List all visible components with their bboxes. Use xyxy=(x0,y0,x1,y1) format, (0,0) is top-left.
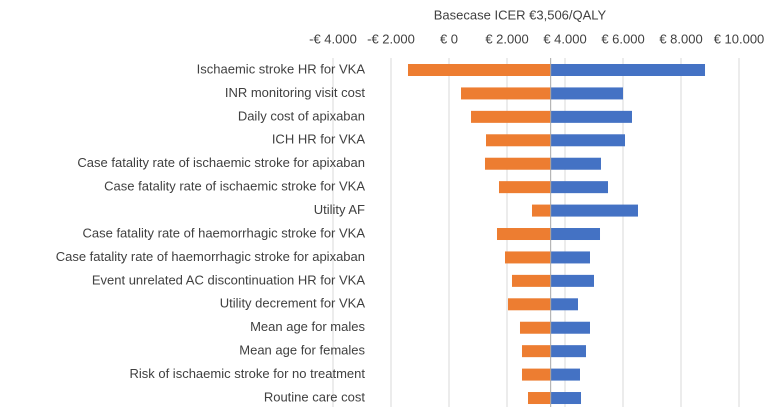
bar xyxy=(496,228,551,241)
bar xyxy=(486,134,551,147)
x-tick-label: € 6.000 xyxy=(601,31,644,46)
chart-title: Basecase ICER €3,506/QALY xyxy=(434,7,607,22)
category-label: Case fatality rate of haemorrhagic strok… xyxy=(56,249,365,264)
bar xyxy=(484,157,551,170)
bar xyxy=(461,87,551,100)
bar xyxy=(550,228,601,241)
bar xyxy=(498,181,551,194)
bar xyxy=(531,204,551,217)
category-label: Utility AF xyxy=(314,202,365,217)
bar xyxy=(550,134,626,147)
category-label: INR monitoring visit cost xyxy=(225,85,366,100)
bar xyxy=(407,64,551,76)
category-label: ICH HR for VKA xyxy=(272,132,366,147)
category-label: Routine care cost xyxy=(264,389,366,404)
bar xyxy=(550,204,638,217)
bar xyxy=(550,110,632,123)
x-tick-label: € 8.000 xyxy=(659,31,702,46)
category-label: Event unrelated AC discontinuation HR fo… xyxy=(92,272,365,287)
bar xyxy=(504,251,551,264)
x-tick-label: € 10.000 xyxy=(714,31,765,46)
bar xyxy=(507,298,551,311)
category-label: Utility decrement for VKA xyxy=(220,296,366,311)
bar xyxy=(550,87,623,100)
bar xyxy=(527,392,551,405)
category-label: Case fatality rate of ischaemic stroke f… xyxy=(104,179,365,194)
x-tick-label: -€ 2.000 xyxy=(367,31,415,46)
bar xyxy=(550,321,590,334)
bar xyxy=(550,345,586,358)
x-tick-label: € 2.000 xyxy=(485,31,528,46)
bar xyxy=(550,298,578,311)
category-label: Ischaemic stroke HR for VKA xyxy=(197,61,366,76)
bar xyxy=(521,345,551,358)
x-tick-label: € 4.000 xyxy=(543,31,586,46)
x-tick-label: -€ 4.000 xyxy=(309,31,357,46)
category-label: Mean age for females xyxy=(239,343,365,358)
category-label: Case fatality rate of ischaemic stroke f… xyxy=(77,155,365,170)
category-label: Case fatality rate of haemorrhagic strok… xyxy=(82,225,365,240)
bar xyxy=(511,274,551,287)
category-label: Mean age for males xyxy=(250,319,365,334)
bar xyxy=(471,110,551,123)
bar xyxy=(519,321,551,334)
bar xyxy=(550,157,601,170)
x-tick-label: € 0 xyxy=(440,31,458,46)
bar xyxy=(521,368,551,381)
bar xyxy=(550,274,594,287)
category-label: Risk of ischaemic stroke for no treatmen… xyxy=(129,366,365,381)
bar xyxy=(550,181,609,194)
bar xyxy=(550,368,580,381)
bar xyxy=(550,392,582,405)
category-label: Daily cost of apixaban xyxy=(238,108,365,123)
bar xyxy=(550,64,706,76)
bar xyxy=(550,251,590,264)
